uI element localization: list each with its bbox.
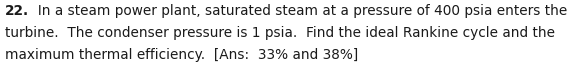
Text: maximum thermal efficiency.  [Ans:  33% and 38%]: maximum thermal efficiency. [Ans: 33% an…	[5, 48, 358, 62]
Text: turbine.  The condenser pressure is 1 psia.  Find the ideal Rankine cycle and th: turbine. The condenser pressure is 1 psi…	[5, 26, 555, 40]
Text: In a steam power plant, saturated steam at a pressure of 400 psia enters the: In a steam power plant, saturated steam …	[29, 4, 568, 18]
Text: 22.: 22.	[5, 4, 29, 18]
